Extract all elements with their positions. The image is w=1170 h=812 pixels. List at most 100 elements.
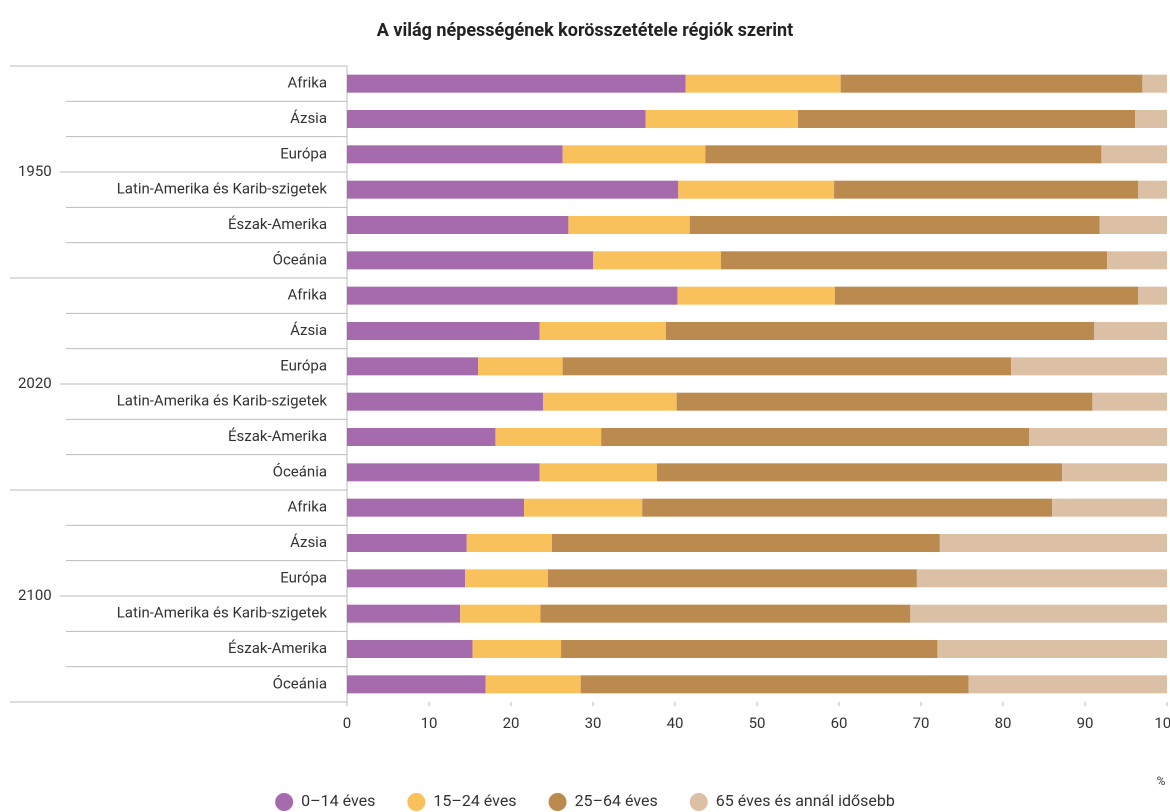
bar-segment [916, 569, 1167, 588]
y-tick-label: Afrika [288, 74, 328, 92]
bar-segment [939, 534, 1167, 552]
x-tick-label: 60 [831, 714, 848, 732]
group-label: 2100 [18, 586, 52, 604]
bar-segment [1094, 322, 1167, 340]
bar-segment [562, 145, 706, 164]
bar-segment [1052, 498, 1167, 517]
x-tick-label: 30 [585, 714, 602, 732]
bar-segment [347, 675, 486, 694]
y-tick-label: Ázsia [290, 109, 327, 127]
legend-label: 25–64 éves [575, 791, 658, 810]
y-tick-label: Európa [280, 144, 327, 162]
bar-segment [642, 498, 1053, 517]
bar-segment [524, 498, 643, 517]
bar-segment [665, 322, 1095, 340]
x-tick-label: 70 [913, 714, 930, 732]
bar-segment [1029, 428, 1167, 446]
x-tick-label: 90 [1077, 714, 1094, 732]
bar-segment [460, 604, 541, 623]
legend-label: 0–14 éves [301, 791, 375, 810]
bar-segment [720, 251, 1108, 270]
bar-segment [1062, 463, 1167, 482]
bar-segment [347, 145, 563, 164]
bar-segment [478, 357, 563, 376]
bar-segment [485, 675, 581, 694]
bar-segment [561, 640, 938, 658]
bar-segment [685, 74, 841, 93]
bar-segment [347, 357, 479, 376]
y-tick-label: Óceánia [273, 462, 327, 480]
x-axis-label: % [1157, 774, 1166, 788]
bar-segment [1135, 110, 1167, 128]
bar-segment [689, 216, 1100, 234]
bar-segment [562, 357, 1012, 376]
bar-segment [347, 569, 466, 588]
bar-segment [347, 463, 540, 482]
bar-segment [495, 428, 602, 446]
x-tick-label: 10 [421, 714, 438, 732]
bar-segment [542, 392, 677, 411]
bar-segment [968, 675, 1167, 694]
x-tick-label: 80 [995, 714, 1012, 732]
y-tick-label: Észak-Amerika [228, 639, 327, 657]
y-tick-label: Észak-Amerika [228, 215, 327, 233]
chart-title: A világ népességének korösszetétele régi… [377, 20, 793, 41]
y-tick-label: Európa [280, 356, 327, 374]
bar-segment [539, 322, 666, 340]
bar-segment [1092, 392, 1167, 411]
bar-segment [656, 463, 1063, 482]
bar-segment [552, 534, 940, 552]
bar-segment [678, 180, 835, 199]
bar-segment [568, 216, 690, 234]
bar-segment [1101, 145, 1167, 164]
bar-segment [1011, 357, 1167, 376]
bar-segment [601, 428, 1030, 446]
y-tick-label: Ázsia [290, 321, 327, 339]
y-tick-label: Észak-Amerika [228, 427, 327, 445]
legend-label: 15–24 éves [433, 791, 516, 810]
y-tick-label: Latin-Amerika és Karib-szigetek [117, 180, 328, 198]
y-tick-label: Afrika [288, 498, 328, 516]
bar-segment [937, 640, 1167, 658]
bar-segment [593, 251, 721, 270]
x-tick-label: 50 [749, 714, 766, 732]
legend-label: 65 éves és annál idősebb [716, 791, 895, 810]
bar-segment [540, 604, 911, 623]
bar-segment [834, 180, 1139, 199]
bar-segment [347, 216, 569, 234]
y-tick-label: Európa [280, 568, 327, 586]
x-tick-label: 100 [1154, 714, 1170, 732]
y-tick-label: Óceánia [273, 250, 327, 268]
legend-marker [407, 793, 426, 811]
group-label: 2020 [18, 374, 52, 392]
bar-segment [1138, 286, 1167, 305]
legend-marker [275, 793, 294, 811]
y-tick-label: Afrika [288, 286, 328, 304]
x-tick-label: 20 [503, 714, 520, 732]
bar-segment [580, 675, 969, 694]
bar-segment [1107, 251, 1167, 270]
bar-segment [347, 251, 593, 270]
bar-segment [472, 640, 562, 658]
bar-segment [347, 640, 473, 658]
bar-segment [834, 286, 1139, 305]
bar-segment [465, 569, 548, 588]
bar-segment [347, 180, 679, 199]
bar-segment [547, 569, 917, 588]
bar-segment [840, 74, 1143, 93]
x-tick-label: 0 [343, 714, 351, 732]
bar-segment [347, 392, 543, 411]
legend-marker [548, 793, 567, 811]
bar-segment [347, 604, 461, 623]
y-tick-label: Latin-Amerika és Karib-szigetek [117, 604, 328, 622]
legend-marker [689, 793, 708, 811]
bar-segment [347, 322, 540, 340]
x-tick-label: 40 [667, 714, 684, 732]
bar-segment [910, 604, 1167, 623]
bar-segment [705, 145, 1102, 164]
bar-segment [645, 110, 798, 128]
bar-segment [798, 110, 1136, 128]
bar-segment [347, 534, 467, 552]
bar-segment [539, 463, 657, 482]
group-label: 1950 [18, 162, 52, 180]
